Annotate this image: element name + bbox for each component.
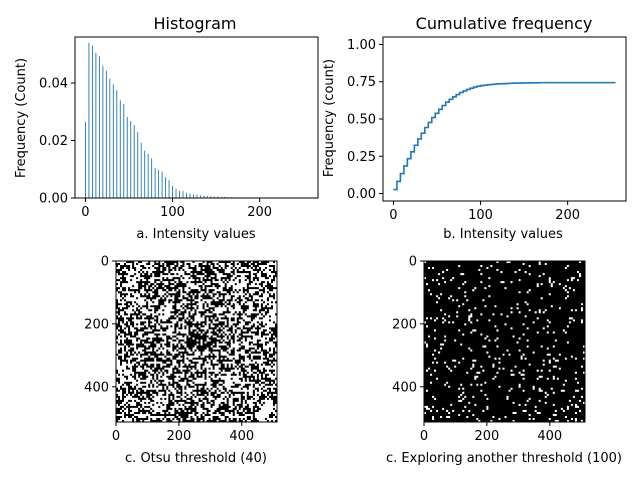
threshold-100-xtick-label: 0 <box>420 429 428 444</box>
histogram-bar <box>165 177 167 198</box>
histogram-panel: Histogram 0 100 200 0.00 0.02 0.04 a. Intensi… <box>14 14 319 242</box>
histogram-bar <box>137 131 139 198</box>
histogram-bar <box>140 142 142 198</box>
otsu-ytick-label: 400 <box>84 380 109 395</box>
histogram-ytick-label: 0.00 <box>39 192 68 207</box>
histogram-bar <box>133 125 135 198</box>
histogram-bar <box>172 185 173 198</box>
histogram-bar <box>217 196 219 198</box>
histogram-bar <box>199 195 201 198</box>
histogram-bar <box>112 84 114 198</box>
cumulative-xtick-label: 0 <box>389 208 397 223</box>
histogram-bar <box>206 195 208 198</box>
histogram-title: Histogram <box>154 14 237 33</box>
threshold-100-xlabel: c. Exploring another threshold (100) <box>386 451 622 466</box>
histogram-ytick-label: 0.02 <box>39 134 68 149</box>
threshold-100-image-frame <box>423 260 586 423</box>
histogram-bar <box>179 190 180 198</box>
cumulative-line <box>393 81 616 191</box>
histogram-xtick-label: 100 <box>160 205 185 220</box>
histogram-xtick-label: 200 <box>247 205 272 220</box>
histogram-bar <box>130 120 132 198</box>
histogram-bar <box>116 90 118 198</box>
threshold-100-xtick-label: 400 <box>537 429 562 444</box>
histogram-bar <box>126 116 128 198</box>
otsu-xtick-label: 400 <box>229 429 254 444</box>
otsu-ytick-label: 200 <box>84 317 109 332</box>
histogram-bar <box>88 42 90 198</box>
histogram-bar <box>85 121 86 198</box>
cumulative-xtick-label: 100 <box>468 208 493 223</box>
histogram-bar <box>182 191 184 198</box>
cumulative-series <box>393 81 616 191</box>
histogram-bar <box>175 188 177 198</box>
threshold-100-ticks: 0 200 400 0 200 400 <box>392 255 562 445</box>
histogram-bar <box>144 150 146 198</box>
threshold-100-binary-image <box>424 261 585 422</box>
cumulative-ytick-label: 0.75 <box>347 75 376 90</box>
histogram-ylabel: Frequency (Count) <box>14 58 29 178</box>
histogram-bar <box>213 196 215 198</box>
histogram-bar <box>203 195 205 198</box>
cumulative-panel: Cumulative frequency 0 100 200 0.00 0.25 0.50… <box>322 14 627 242</box>
histogram-ytick-label: 0.04 <box>39 77 68 92</box>
histogram-bar <box>95 52 97 198</box>
histogram-bar <box>151 158 153 198</box>
histogram-bar <box>196 194 198 198</box>
histogram-bars <box>85 42 264 199</box>
threshold-100-white-pixels <box>424 261 585 422</box>
histogram-bar <box>189 193 191 198</box>
histogram-bar <box>109 78 111 198</box>
histogram-ticks: 0 100 200 0.00 0.02 0.04 <box>39 77 272 221</box>
cumulative-ytick-label: 1.00 <box>347 38 376 53</box>
histogram-bar <box>119 100 121 198</box>
otsu-xtick-label: 0 <box>112 429 120 444</box>
histogram-bar <box>210 196 212 198</box>
histogram-bar <box>147 154 149 198</box>
otsu-binary-image <box>116 261 277 422</box>
cumulative-ticks: 0 100 200 0.00 0.25 0.50 0.75 1.00 <box>347 38 580 223</box>
threshold-100-ytick-label: 200 <box>392 317 417 332</box>
histogram-bar <box>224 196 226 198</box>
cumulative-ytick-label: 0.00 <box>347 187 376 202</box>
otsu-image-frame <box>115 260 278 423</box>
histogram-xlabel: a. Intensity values <box>136 227 255 242</box>
histogram-bar <box>158 169 160 198</box>
otsu-ticks: 0 200 400 0 200 400 <box>84 255 254 445</box>
threshold-100-xtick-label: 200 <box>474 429 499 444</box>
histogram-bar <box>91 45 93 198</box>
cumulative-ytick-label: 0.50 <box>347 113 376 128</box>
histogram-bar <box>105 70 107 198</box>
threshold-100-ytick-label: 400 <box>392 380 417 395</box>
histogram-bar <box>102 65 104 198</box>
cumulative-title: Cumulative frequency <box>416 14 593 33</box>
cumulative-xtick-label: 200 <box>555 208 580 223</box>
histogram-bar <box>123 103 125 198</box>
histogram-xtick-label: 0 <box>81 205 89 220</box>
otsu-white-pixels <box>116 261 277 422</box>
threshold-100-ytick-label: 0 <box>409 255 417 270</box>
otsu-xtick-label: 200 <box>166 429 191 444</box>
histogram-bar <box>186 192 187 198</box>
otsu-xlabel: c. Otsu threshold (40) <box>125 451 267 466</box>
histogram-frame <box>74 36 319 199</box>
threshold-100-image-panel: 0 200 400 0 200 400 c. Exploring another thre… <box>386 255 622 467</box>
cumulative-xlabel: b. Intensity values <box>443 227 563 242</box>
histogram-bar <box>98 56 100 199</box>
otsu-image-panel: 0 200 400 0 200 400 c. Otsu threshold (40) <box>84 255 278 466</box>
histogram-bar <box>161 171 163 198</box>
otsu-ytick-label: 0 <box>101 255 109 270</box>
histogram-bar <box>168 180 170 198</box>
cumulative-ytick-label: 0.25 <box>347 150 376 165</box>
histogram-bar <box>220 196 222 198</box>
cumulative-frame <box>382 36 627 202</box>
cumulative-ylabel: Frequency (count) <box>322 59 337 177</box>
histogram-bar <box>193 194 194 198</box>
histogram-bar <box>154 167 156 198</box>
